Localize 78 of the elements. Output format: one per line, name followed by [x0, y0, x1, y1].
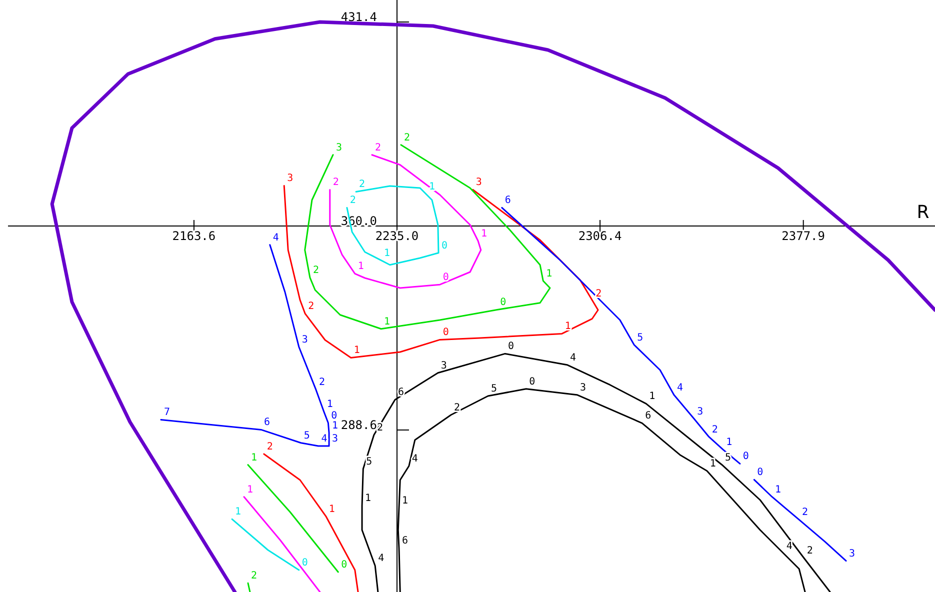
annotation: 1	[726, 437, 732, 448]
annotation: 0	[442, 327, 449, 338]
annotation: 2	[454, 402, 460, 414]
annotation: 6	[264, 417, 270, 428]
annotation: 6	[504, 195, 511, 206]
annotation: 1	[358, 261, 364, 272]
annotation: 6	[398, 387, 404, 398]
annotation: 5	[366, 456, 372, 468]
annotation: 2	[802, 507, 808, 518]
annotation: 2	[312, 265, 319, 276]
y-tick-label: 431.4	[340, 10, 377, 24]
annotation: 1	[481, 228, 488, 240]
annotation: 0	[742, 451, 749, 462]
annotation: 0	[302, 558, 308, 568]
annotation: 1	[365, 493, 372, 504]
annotation: 4	[378, 553, 384, 564]
annotation: 6	[645, 410, 652, 422]
annotation: 3	[336, 142, 342, 154]
annotation: 2	[712, 424, 718, 436]
annotation: 2	[332, 177, 339, 188]
annotation: 2	[359, 179, 366, 190]
annotation: 5	[304, 430, 310, 442]
annotation: 3	[332, 434, 338, 444]
x-tick-label: 2377.9	[782, 229, 826, 243]
annotation: 2	[374, 142, 381, 154]
annotation: 1	[402, 496, 408, 506]
annotation: 0	[757, 467, 764, 478]
annotation: 5	[490, 384, 498, 394]
annotation: 1	[332, 420, 338, 432]
annotation: 1	[326, 399, 333, 410]
annotation: 4	[676, 382, 683, 394]
annotation: 2	[266, 442, 273, 452]
annotation: 2	[806, 546, 813, 556]
annotation: 0	[529, 376, 536, 388]
x-tick-label: 2163.6	[172, 229, 216, 243]
annotation: 3	[476, 177, 482, 188]
annotation: 3	[287, 173, 294, 184]
annotation: 1	[546, 268, 552, 280]
annotation: 0	[442, 240, 448, 252]
annotation: 1	[710, 458, 716, 470]
annotation: 2	[404, 132, 410, 144]
annotation: 4	[786, 540, 792, 552]
annotation: 3	[580, 382, 586, 394]
annotation: 2	[308, 301, 314, 312]
annotation: 2	[318, 377, 325, 388]
annotation: 4	[272, 232, 279, 244]
annotation: 2	[596, 288, 602, 300]
annotation: 1	[564, 321, 571, 332]
annotation: 1	[649, 391, 656, 402]
annotation: 1	[384, 248, 390, 259]
annotation: 3	[848, 548, 856, 560]
annotation: 0	[331, 410, 338, 422]
annotation: 1	[384, 316, 390, 328]
annotation: 0	[341, 560, 348, 570]
annotation: 1	[250, 452, 258, 464]
annotation: 3	[697, 406, 704, 418]
annotation: 1	[235, 506, 242, 518]
annotation: 2	[350, 195, 356, 206]
annotation: 2	[250, 570, 258, 582]
x-tick-label: 2306.4	[578, 229, 622, 243]
annotation: 1	[328, 504, 335, 515]
annotation: 5	[725, 452, 732, 464]
y-tick-label: 288.6	[340, 418, 377, 432]
annotation: 1	[775, 484, 782, 496]
annotation: 4	[570, 352, 576, 364]
annotation: 0	[500, 297, 506, 308]
annotation: 5	[637, 332, 644, 344]
annotation: 7	[164, 407, 170, 418]
annotation: 0	[442, 272, 449, 284]
annotation: 0	[508, 341, 514, 352]
annotation: 1	[247, 484, 254, 496]
x-axis-title: R	[916, 202, 930, 223]
annotation: 4	[412, 454, 418, 464]
annotation: 3	[440, 360, 447, 372]
annotation: 1	[354, 345, 360, 356]
annotation: 3	[302, 334, 308, 346]
annotation: 6	[402, 536, 408, 546]
annotation: 4	[321, 434, 328, 444]
